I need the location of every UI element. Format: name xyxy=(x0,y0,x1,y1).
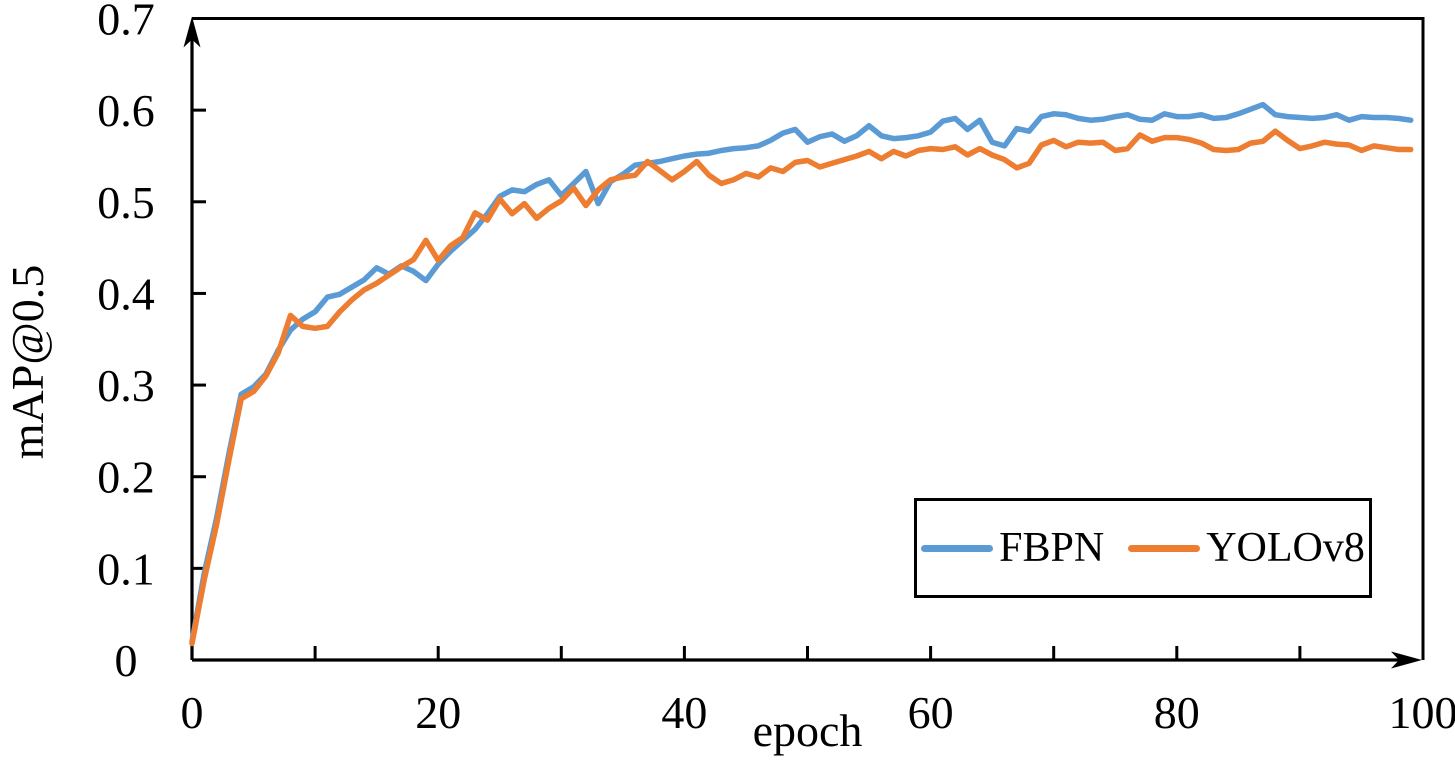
legend-label-fbpn: FBPN xyxy=(999,525,1105,571)
x-tick-label: 60 xyxy=(908,687,954,738)
y-tick-label: 0 xyxy=(115,635,138,686)
x-axis-arrow xyxy=(1391,651,1422,669)
x-axis-title: epoch xyxy=(752,705,863,756)
x-tick-label: 20 xyxy=(415,687,461,738)
y-tick-label: 0.1 xyxy=(97,543,155,594)
series-line-yolov8 xyxy=(189,128,1414,647)
legend-item-fbpn: FBPN xyxy=(921,524,1104,572)
legend-item-yolov8: YOLOv8 xyxy=(1128,524,1365,572)
x-tick-label: 0 xyxy=(181,687,204,738)
y-tick-label: 0.5 xyxy=(97,177,155,228)
x-tick-label: 100 xyxy=(1389,687,1455,738)
x-tick-label: 40 xyxy=(661,687,707,738)
y-tick-label: 0.4 xyxy=(97,268,155,319)
yolov8-line-swatch xyxy=(1128,544,1201,552)
y-tick-label: 0.7 xyxy=(97,0,155,45)
y-tick-label: 0.6 xyxy=(97,85,155,136)
y-tick-label: 0.3 xyxy=(97,360,155,411)
plot-border xyxy=(192,17,1425,660)
y-axis-arrow xyxy=(183,16,201,48)
y-axis-title: mAP@0.5 xyxy=(2,264,53,460)
legend: FBPN YOLOv8 xyxy=(914,498,1372,598)
x-tick-label: 80 xyxy=(1154,687,1200,738)
legend-label-yolov8: YOLOv8 xyxy=(1206,525,1365,571)
y-tick-label: 0.2 xyxy=(97,452,155,503)
fbpn-line-swatch xyxy=(921,544,994,552)
